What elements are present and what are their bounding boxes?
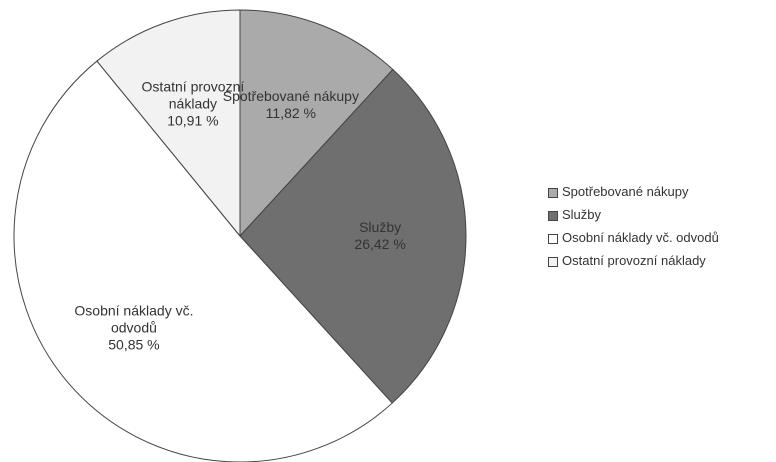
pie-slice bbox=[239, 68, 467, 404]
slice-value: 50,85 % bbox=[108, 336, 160, 353]
slice-label: Spotřebované nákupy 11,82 % bbox=[216, 88, 366, 122]
pie-slice bbox=[13, 60, 393, 462]
legend-entry: Ostatní provozní náklady bbox=[548, 253, 706, 268]
legend-entry: Osobní náklady vč. odvodů bbox=[548, 230, 719, 245]
slice-label: Osobní náklady vč. odvodů 50,85 % bbox=[59, 302, 209, 353]
slice-name: Ostatní provozní náklady bbox=[141, 78, 245, 112]
legend-entry: Služby bbox=[548, 207, 601, 222]
slice-value: 10,91 % bbox=[167, 112, 219, 129]
slice-label: Služby 26,42 % bbox=[305, 219, 455, 253]
legend-label: Spotřebované nákupy bbox=[562, 184, 689, 199]
legend-label: Ostatní provozní náklady bbox=[562, 253, 706, 268]
pie-slice bbox=[239, 9, 394, 238]
legend-swatch bbox=[548, 187, 558, 198]
slice-name: Osobní náklady vč. odvodů bbox=[74, 302, 194, 336]
legend-entry: Spotřebované nákupy bbox=[548, 184, 688, 199]
slice-value: 26,42 % bbox=[354, 236, 406, 253]
slice-name: Služby bbox=[359, 219, 402, 236]
legend-swatch bbox=[548, 210, 558, 221]
legend-label: Služby bbox=[562, 207, 602, 222]
slice-label: Ostatní provozní náklady 10,91 % bbox=[118, 79, 268, 130]
slice-name: Spotřebované nákupy bbox=[222, 88, 359, 105]
legend-label: Osobní náklady vč. odvodů bbox=[562, 230, 719, 245]
legend-swatch bbox=[548, 256, 558, 267]
slice-value: 11,82 % bbox=[265, 105, 317, 122]
legend-swatch bbox=[548, 233, 558, 244]
pie-slice bbox=[96, 9, 241, 238]
